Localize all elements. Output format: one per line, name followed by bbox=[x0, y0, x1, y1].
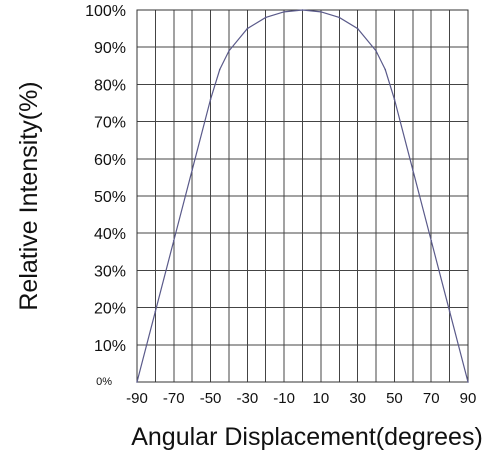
x-tick-label: 50 bbox=[386, 390, 403, 407]
data-point bbox=[356, 27, 359, 30]
data-point bbox=[384, 68, 387, 71]
y-tick-label: 0% bbox=[96, 376, 112, 388]
y-tick-label: 80% bbox=[94, 77, 126, 94]
data-point bbox=[228, 50, 230, 52]
data-point bbox=[393, 98, 396, 101]
y-tick-label: 10% bbox=[94, 338, 126, 355]
y-tick-label: 90% bbox=[94, 40, 126, 57]
data-point bbox=[375, 50, 377, 52]
x-tick-label: 30 bbox=[349, 390, 366, 407]
x-tick-label: -90 bbox=[126, 390, 148, 407]
data-point bbox=[448, 310, 451, 313]
x-tick-label: 10 bbox=[313, 390, 330, 407]
y-tick-label: 60% bbox=[94, 152, 126, 169]
data-point bbox=[172, 239, 175, 242]
data-point bbox=[338, 16, 341, 19]
y-tick-labels: 0% 10% 20% 30% 40% 50% 60% 70% 80% 90% 100% bbox=[85, 3, 126, 388]
x-tick-label: -10 bbox=[273, 390, 295, 407]
y-tick-label: 40% bbox=[94, 226, 126, 243]
y-tick-label: 30% bbox=[94, 263, 126, 280]
x-tick-label: 90 bbox=[460, 390, 477, 407]
data-point bbox=[264, 16, 267, 19]
data-point bbox=[283, 11, 285, 13]
y-tick-label: 70% bbox=[94, 115, 126, 132]
data-point bbox=[246, 27, 249, 30]
x-tick-label: -50 bbox=[200, 390, 222, 407]
y-tick-label: 100% bbox=[85, 3, 126, 20]
y-tick-label: 50% bbox=[94, 189, 126, 206]
data-point bbox=[154, 310, 157, 313]
data-point bbox=[191, 169, 193, 171]
data-point bbox=[301, 9, 304, 11]
data-point bbox=[218, 68, 221, 71]
x-tick-labels: -90 -70 -50 -30 -10 10 30 50 70 90 bbox=[126, 390, 476, 407]
x-axis-label: Angular Displacement(degrees) bbox=[131, 423, 483, 451]
data-point bbox=[209, 98, 212, 101]
data-point bbox=[467, 381, 469, 383]
grid bbox=[137, 10, 468, 382]
x-tick-label: -30 bbox=[236, 390, 258, 407]
y-axis-label: Relative Intensity(%) bbox=[15, 81, 43, 310]
data-point bbox=[136, 381, 138, 383]
data-point bbox=[430, 239, 433, 242]
series-points bbox=[136, 9, 469, 383]
data-point bbox=[412, 169, 414, 171]
x-tick-label: 70 bbox=[423, 390, 440, 407]
data-point bbox=[320, 11, 322, 13]
y-tick-label: 20% bbox=[94, 301, 126, 318]
x-tick-label: -70 bbox=[163, 390, 185, 407]
